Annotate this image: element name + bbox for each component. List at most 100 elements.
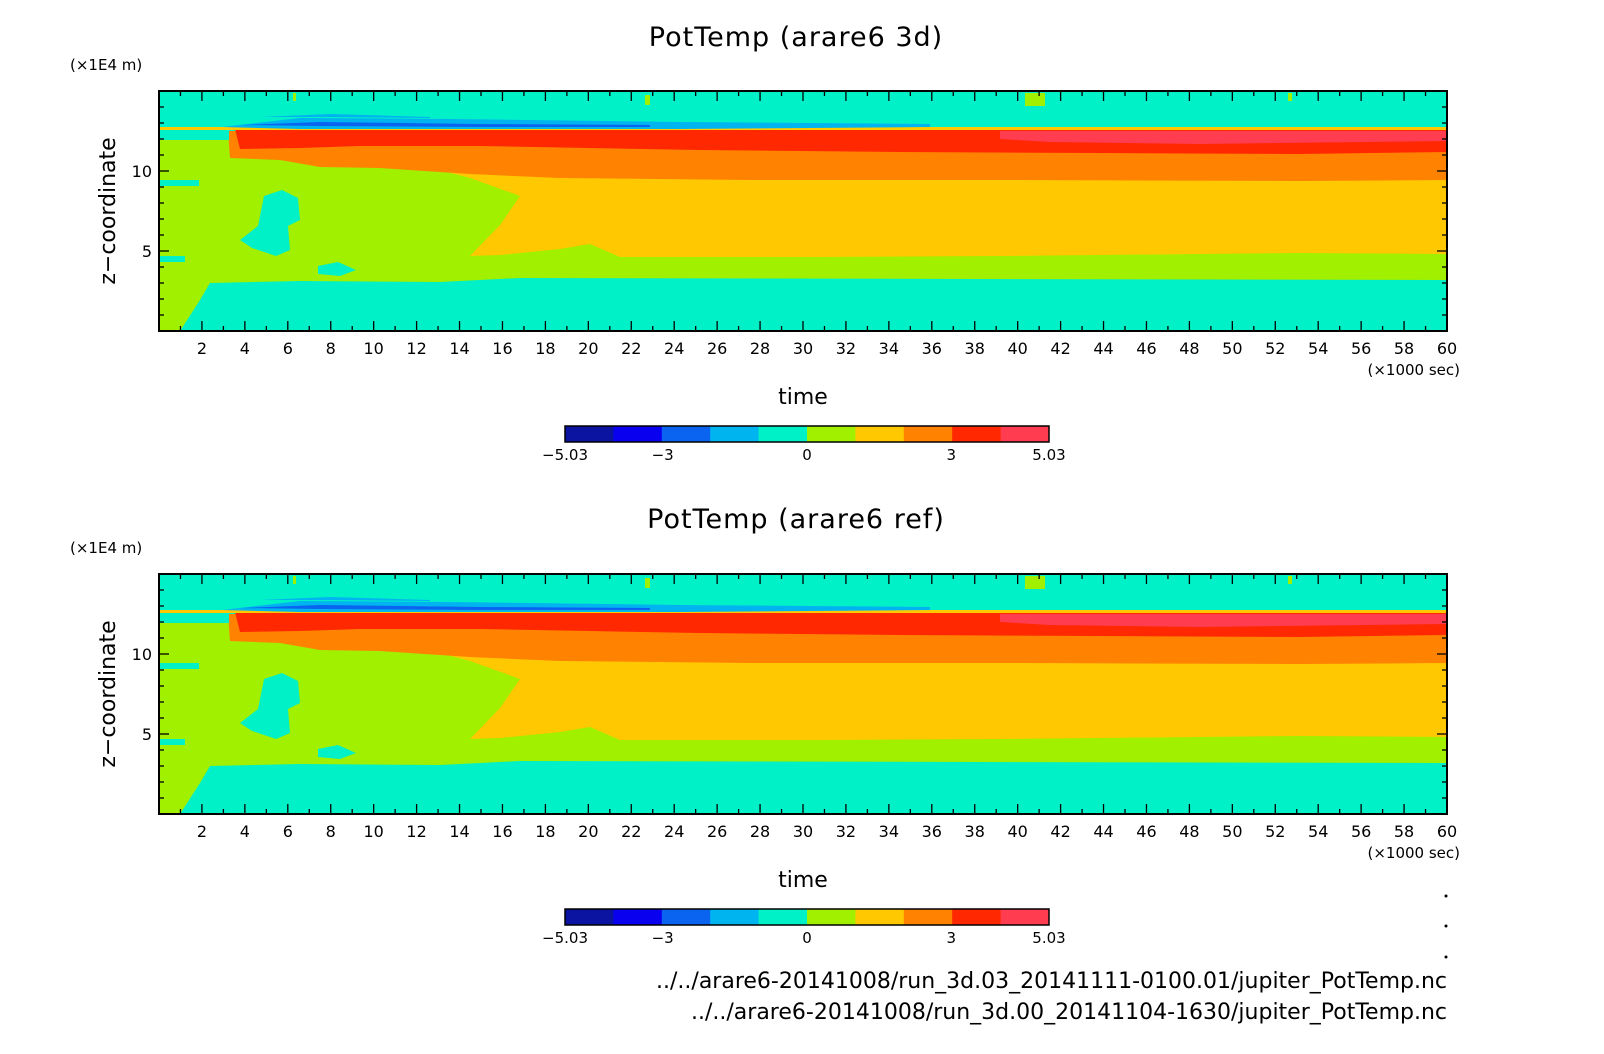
- field-cyan-patch-low: [318, 262, 356, 276]
- chart-title: PotTemp (arare6 3d): [649, 22, 943, 53]
- colorbar-tick-label: 3: [947, 929, 957, 947]
- x-tick-label: 36: [922, 339, 942, 358]
- field-green-dot-3: [293, 93, 296, 101]
- x-tick-label: 18: [535, 822, 555, 841]
- field-lightblue-streak-2: [260, 114, 430, 118]
- x-tick-label: 14: [449, 822, 469, 841]
- x-tick-label: 4: [240, 339, 250, 358]
- x-tick-label: 50: [1222, 822, 1242, 841]
- y-axis-unit: (×1E4 m): [70, 56, 142, 74]
- colorbar-swatch: [758, 426, 808, 442]
- field-green-blob-top: [1025, 93, 1045, 106]
- x-tick-label: 46: [1136, 339, 1156, 358]
- x-tick-label: 58: [1394, 339, 1414, 358]
- y-tick-label: 10: [132, 162, 152, 181]
- x-tick-label: 14: [449, 339, 469, 358]
- field-green-dot-1: [645, 578, 650, 588]
- field-cyan-side-2: [159, 256, 185, 262]
- x-tick-label: 22: [621, 339, 641, 358]
- x-tick-label: 22: [621, 822, 641, 841]
- footer-dot: [1444, 894, 1448, 898]
- field-cyan-side-2: [159, 739, 185, 745]
- x-axis-label: time: [778, 385, 828, 410]
- x-tick-label: 56: [1351, 339, 1371, 358]
- field-cyan-patch-low: [318, 745, 356, 759]
- y-axis-label: z−coordinate: [96, 137, 121, 284]
- x-tick-label: 6: [283, 339, 293, 358]
- field-cyan-step-upper: [159, 614, 229, 623]
- field-cyan-side-1: [159, 180, 199, 186]
- x-tick-label: 24: [664, 822, 684, 841]
- x-tick-label: 30: [793, 822, 813, 841]
- x-tick-label: 54: [1308, 339, 1328, 358]
- x-tick-label: 32: [836, 339, 856, 358]
- colorbar-tick-label: 0: [802, 929, 812, 947]
- y-axis-label: z−coordinate: [96, 620, 121, 767]
- colorbar-swatch: [807, 909, 856, 925]
- x-tick-label: 28: [750, 822, 770, 841]
- x-tick-label: 12: [406, 339, 426, 358]
- x-tick-label: 38: [965, 339, 985, 358]
- x-tick-label: 8: [326, 339, 336, 358]
- colorbar-swatch: [613, 909, 663, 925]
- x-axis-label: time: [778, 868, 828, 893]
- x-tick-label: 50: [1222, 339, 1242, 358]
- y-tick-labels: 5 10: [132, 645, 152, 744]
- x-tick-label: 60: [1437, 339, 1457, 358]
- field-green-dot-3: [293, 576, 296, 584]
- x-tick-label: 54: [1308, 822, 1328, 841]
- x-tick-label: 40: [1007, 339, 1027, 358]
- x-tick-label: 60: [1437, 822, 1457, 841]
- x-tick-label: 42: [1050, 822, 1070, 841]
- x-tick-label: 4: [240, 822, 250, 841]
- x-tick-label: 18: [535, 339, 555, 358]
- colorbar-swatch: [565, 909, 614, 925]
- x-tick-label: 42: [1050, 339, 1070, 358]
- colorbar-tick-label: −3: [652, 929, 674, 947]
- x-tick-label: 10: [363, 339, 383, 358]
- colorbar-swatch: [661, 426, 711, 442]
- field-layer-bright-red: [1000, 131, 1447, 144]
- x-tick-label: 8: [326, 822, 336, 841]
- x-tick-label: 52: [1265, 339, 1285, 358]
- x-tick-label: 16: [492, 339, 512, 358]
- colorbar-tick-label: −3: [652, 446, 674, 464]
- field-green-dot-2: [1288, 93, 1292, 101]
- x-tick-label: 52: [1265, 822, 1285, 841]
- footer-dot: [1444, 924, 1448, 928]
- field-cyan-step-upper: [159, 131, 229, 140]
- field-green-dot-2: [1288, 576, 1292, 584]
- field-blue-streak-2: [240, 122, 650, 127]
- colorbar-swatch: [952, 426, 1002, 442]
- y-tick-label: 5: [142, 242, 152, 261]
- field-yellow-strip: [159, 610, 1447, 613]
- x-tick-label: 6: [283, 822, 293, 841]
- x-tick-label: 20: [578, 822, 598, 841]
- x-tick-label: 44: [1093, 339, 1113, 358]
- x-tick-label: 2: [197, 339, 207, 358]
- y-axis-unit: (×1E4 m): [70, 539, 142, 557]
- x-tick-label: 46: [1136, 822, 1156, 841]
- colorbar-swatch: [613, 426, 663, 442]
- colorbar-tick-label: 5.03: [1032, 929, 1065, 947]
- colorbar-tick-label: −5.03: [542, 446, 588, 464]
- field-cyan-patch: [240, 190, 300, 256]
- colorbar-tick-label: 0: [802, 446, 812, 464]
- x-tick-label: 34: [879, 339, 899, 358]
- field-cyan-patch: [240, 673, 300, 739]
- colorbar-swatch: [855, 426, 905, 442]
- x-tick-label: 12: [406, 822, 426, 841]
- colorbar-swatch: [1000, 426, 1050, 442]
- x-tick-label: 30: [793, 339, 813, 358]
- tick-marks: [159, 91, 1448, 331]
- x-tick-label: 36: [922, 822, 942, 841]
- chart-title: PotTemp (arare6 ref): [647, 504, 945, 535]
- colorbar-swatch: [661, 909, 711, 925]
- colorbar-swatch: [1000, 909, 1050, 925]
- x-tick-label: 24: [664, 339, 684, 358]
- colorbar-swatch: [710, 909, 760, 925]
- x-tick-label: 38: [965, 822, 985, 841]
- x-axis-unit: (×1000 sec): [1367, 844, 1460, 862]
- colorbar-swatch: [903, 909, 953, 925]
